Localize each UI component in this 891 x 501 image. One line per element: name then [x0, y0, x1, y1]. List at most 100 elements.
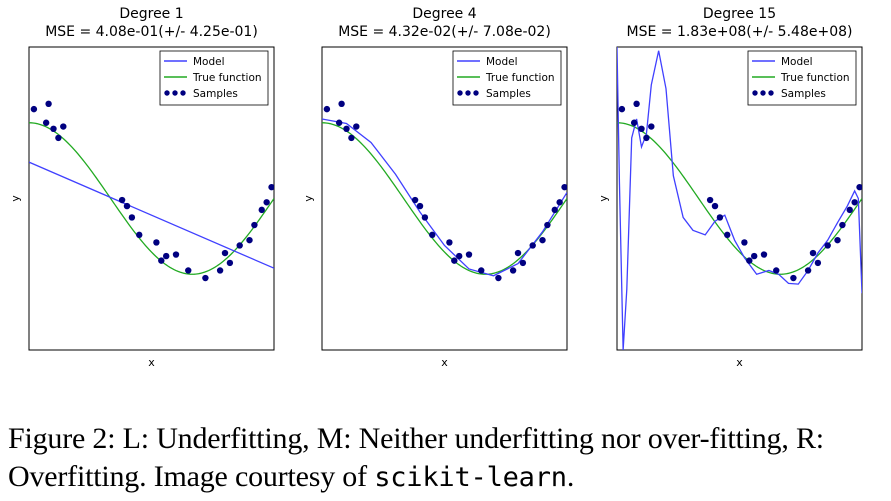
sample-point	[514, 249, 522, 257]
sample-point	[118, 196, 126, 204]
sample-point	[446, 239, 453, 246]
sample-point	[638, 125, 645, 133]
sample-point	[185, 267, 192, 274]
chart-panel-1: Degree 1 MSE = 4.08e-01(+/- 4.25e-01) x y Mo…	[9, 6, 275, 369]
sample-point	[539, 236, 546, 244]
legend-label: True function	[485, 72, 555, 84]
sample-point	[153, 239, 160, 246]
sample-point	[746, 257, 753, 264]
x-axis-label: x	[441, 356, 448, 369]
sample-point	[834, 236, 841, 244]
sample-point	[556, 199, 563, 206]
y-axis-label: y	[302, 195, 315, 202]
chart-panel-3: Degree 15 MSE = 1.83e+08(+/- 5.48e+08) x y M…	[597, 6, 863, 369]
sample-point	[429, 231, 436, 239]
sample-point	[45, 100, 52, 108]
sample-point	[202, 274, 209, 282]
x-axis-label: x	[736, 356, 743, 369]
chart-subtitle: MSE = 4.08e-01(+/- 4.25e-01)	[45, 24, 258, 40]
plot-content	[29, 100, 274, 282]
legend-label: Model	[486, 56, 518, 68]
true-function-line	[617, 122, 862, 275]
sample-point	[529, 242, 536, 249]
sample-point	[814, 259, 822, 267]
legend-box	[159, 50, 269, 106]
plot-content	[322, 100, 567, 282]
sample-point	[128, 214, 136, 221]
sample-point	[335, 119, 343, 126]
sample-point	[348, 134, 355, 142]
sample-point	[851, 199, 858, 206]
sample-point	[263, 199, 270, 206]
sample-point	[251, 221, 258, 229]
sample-point	[158, 257, 165, 264]
sample-point	[416, 202, 424, 210]
legend-marker-samples	[752, 90, 758, 96]
sample-point	[136, 231, 143, 239]
sample-point	[123, 202, 131, 210]
y-axis-label: y	[597, 195, 610, 202]
legend-marker-samples	[164, 90, 170, 96]
legend-label: Model	[781, 56, 813, 68]
legend-label: Samples	[781, 88, 826, 100]
sample-point	[551, 206, 558, 214]
sample-point	[30, 105, 38, 113]
sample-point	[773, 267, 780, 274]
sample-point	[633, 100, 640, 108]
model-line	[322, 118, 567, 277]
legend-box	[452, 50, 562, 106]
sample-point	[643, 134, 650, 142]
legend-label: Samples	[486, 88, 531, 100]
sample-point	[451, 257, 458, 264]
legend-label: True function	[780, 72, 850, 84]
legend-marker-samples	[180, 90, 186, 96]
y-axis-label: y	[9, 195, 22, 202]
figure-caption: Figure 2: L: Underfitting, M: Neither un…	[8, 420, 888, 497]
sample-point	[839, 221, 846, 229]
sample-point	[323, 105, 331, 113]
sample-point	[809, 249, 817, 257]
sample-point	[618, 105, 626, 113]
sample-point	[172, 251, 180, 258]
caption-text: Figure 2: L: Underfitting, M: Neither un…	[8, 422, 824, 493]
sample-point	[856, 183, 862, 191]
sample-point	[495, 274, 502, 282]
sample-point	[751, 252, 758, 260]
chart-subtitle: MSE = 4.32e-02(+/- 7.08e-02)	[338, 24, 551, 40]
sample-point	[258, 206, 265, 214]
figure-charts: Degree 1 MSE = 4.08e-01(+/- 4.25e-01) x y Mo…	[9, 6, 863, 369]
legend-marker-samples	[172, 90, 178, 96]
sample-point	[353, 123, 360, 130]
sample-point	[465, 251, 473, 258]
sample-point	[509, 267, 517, 274]
sample-point	[50, 125, 57, 133]
legend-marker-samples	[473, 90, 479, 96]
sample-point	[163, 252, 170, 260]
chart-panel-2: Degree 4 MSE = 4.32e-02(+/- 7.08e-02) x y Mo…	[302, 6, 568, 369]
sample-point	[42, 119, 50, 126]
legend-marker-samples	[457, 90, 463, 96]
sample-point	[421, 214, 429, 221]
sample-point	[824, 242, 831, 249]
sample-point	[216, 267, 224, 274]
true-function-line	[29, 122, 274, 275]
sample-point	[411, 196, 419, 204]
sample-point	[846, 206, 853, 214]
sample-point	[55, 134, 62, 142]
sample-point	[544, 221, 551, 229]
sample-point	[711, 202, 719, 210]
sample-point	[716, 214, 724, 221]
legend-marker-samples	[768, 90, 774, 96]
model-line	[29, 161, 274, 269]
sample-point	[226, 259, 234, 267]
sample-point	[790, 274, 797, 282]
chart-title: Degree 4	[412, 6, 476, 22]
sample-point	[630, 119, 638, 126]
sample-point	[456, 252, 463, 260]
caption-code: scikit-learn	[374, 462, 567, 493]
sample-point	[760, 251, 768, 258]
sample-point	[246, 236, 253, 244]
sample-point	[236, 242, 243, 249]
legend-marker-samples	[760, 90, 766, 96]
sample-point	[519, 259, 527, 267]
